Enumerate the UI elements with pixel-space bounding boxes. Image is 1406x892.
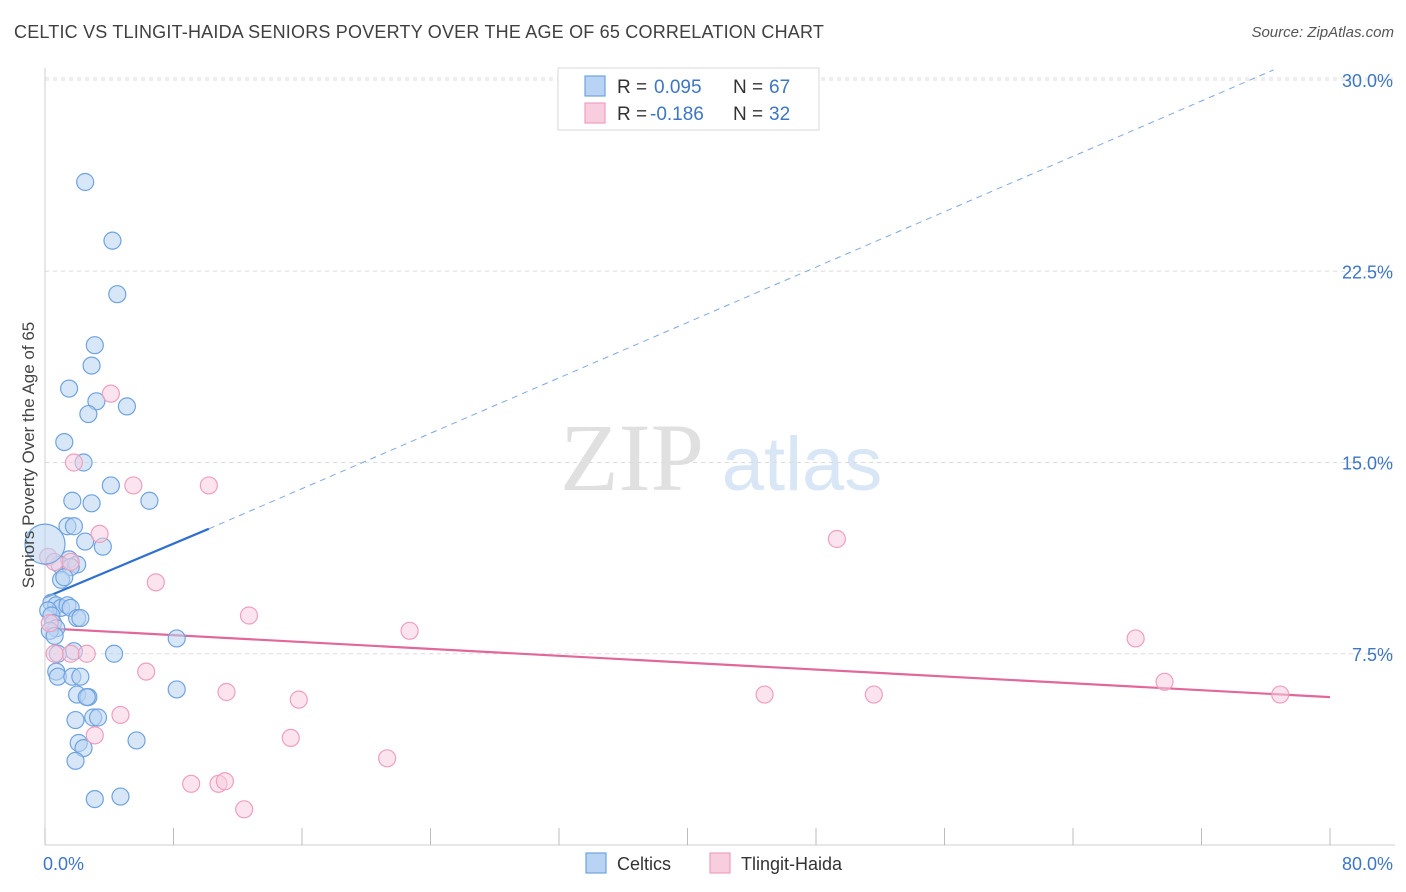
celtics-point-56 <box>66 751 85 770</box>
celtics-point-38 <box>167 629 186 648</box>
y-tick-label-2: 22.5% <box>1342 262 1393 282</box>
axes <box>44 68 1395 846</box>
celtics-point-58 <box>111 787 130 806</box>
legend-r-label-0: R = <box>617 77 647 98</box>
series-legend-swatch-celtics <box>585 852 607 874</box>
celtics-point-large <box>24 523 66 565</box>
celtics-point-1 <box>103 231 122 250</box>
data-points <box>24 172 1290 819</box>
chart-source: Source: ZipAtlas.com <box>1251 24 1394 41</box>
grid-lines <box>45 77 1395 655</box>
legend-r-label-1: R = <box>617 104 647 125</box>
tlingit-haida-point-8 <box>146 573 165 592</box>
tlingit-haida-point-1 <box>64 453 84 472</box>
tlingit-haida-point-2 <box>124 476 143 495</box>
y-tick-label-3: 30.0% <box>1342 71 1393 91</box>
celtics-point-17 <box>76 532 95 551</box>
series-legend-celtics: Celtics <box>617 854 671 874</box>
celtics-point-45 <box>71 667 90 686</box>
tlingit-haida-point-14 <box>45 644 64 663</box>
tlingit-haida-point-31 <box>1271 685 1290 704</box>
tlingit-haida-point-12 <box>61 644 80 663</box>
celtics-point-24 <box>55 568 74 587</box>
tlingit-haida-point-15 <box>137 662 156 681</box>
celtics-point-48 <box>77 687 96 707</box>
tlingit-haida-point-26 <box>827 529 846 549</box>
tlingit-haida-point-29 <box>864 685 883 704</box>
legend-r-value-1: -0.186 <box>650 104 704 125</box>
tlingit-haida-point-21 <box>378 749 397 768</box>
legend-r-value-0: 0.095 <box>654 77 702 98</box>
celtics-point-40 <box>104 644 124 663</box>
tlingit-haida-point-16 <box>217 682 236 702</box>
legend-n-label-1: N = <box>733 104 763 125</box>
celtics-point-52 <box>88 708 108 727</box>
celtics-point-13 <box>82 494 101 513</box>
tlingit-haida-point-19 <box>85 726 104 745</box>
legend-n-value-1: 32 <box>769 104 790 125</box>
tick-labels: 7.5% 15.0% 22.5% 30.0% 0.0% 80.0% <box>43 71 1393 874</box>
tlingit-haida-point-13 <box>77 644 96 663</box>
legend-swatch-celtics <box>584 75 606 97</box>
tlingit-haida-point-30 <box>1155 672 1174 691</box>
trend-line-tlingit-haida <box>44 627 1331 699</box>
x-tick-label-0: 0.0% <box>43 854 84 874</box>
tlingit-haida-point-10 <box>40 614 59 633</box>
celtics-point-53 <box>127 731 146 750</box>
watermark-atlas: atlas <box>722 422 883 507</box>
chart-title: CELTIC VS TLINGIT-HAIDA SENIORS POVERTY … <box>14 22 825 42</box>
y-tick-label-0: 7.5% <box>1352 645 1393 665</box>
tlingit-haida-point-3 <box>199 476 218 495</box>
celtics-point-14 <box>140 491 159 510</box>
celtics-point-5 <box>59 379 79 398</box>
celtics-point-2 <box>108 285 127 304</box>
celtics-point-3 <box>85 336 104 355</box>
tlingit-haida-point-7 <box>61 552 80 572</box>
celtics-point-12 <box>63 491 82 510</box>
watermark-zip: ZIP <box>560 404 704 511</box>
trend-line-celtics <box>44 527 210 599</box>
celtics-point-8 <box>79 404 98 424</box>
tlingit-haida-point-28 <box>755 685 774 704</box>
legend: R = 0.095 N = 67 R = -0.186 N = 32 <box>557 67 820 131</box>
celtics-point-49 <box>167 680 186 699</box>
legend-n-value-0: 67 <box>769 77 790 98</box>
tlingit-haida-point-0 <box>101 384 120 403</box>
celtics-point-33 <box>71 608 90 628</box>
tlingit-haida-point-4 <box>90 524 109 544</box>
tlingit-haida-point-25 <box>235 800 254 819</box>
tlingit-haida-point-17 <box>289 690 308 709</box>
celtics-point-7 <box>117 397 137 416</box>
tlingit-haida-point-9 <box>239 606 259 625</box>
celtics-point-50 <box>66 710 85 730</box>
series-legend: Celtics Tlingit-Haida <box>585 852 843 874</box>
tlingit-haida-point-24 <box>215 772 234 791</box>
celtics-point-0 <box>76 172 95 192</box>
tlingit-haida-point-27 <box>1126 629 1145 648</box>
celtics-point-57 <box>85 789 104 809</box>
tlingit-haida-point-22 <box>182 774 201 793</box>
tlingit-haida-point-11 <box>400 621 419 640</box>
celtics-point-11 <box>101 476 120 495</box>
celtics-point-16 <box>64 517 84 536</box>
tlingit-haida-point-18 <box>111 705 130 725</box>
celtics-point-9 <box>55 433 74 452</box>
legend-n-label-0: N = <box>733 77 763 98</box>
x-tick-label-1: 80.0% <box>1342 854 1393 874</box>
y-tick-label-1: 15.0% <box>1342 454 1393 474</box>
legend-swatch-tlingit <box>584 102 606 124</box>
series-legend-tlingit: Tlingit-Haida <box>741 854 843 874</box>
tlingit-haida-point-20 <box>281 728 300 748</box>
celtics-point-4 <box>82 356 101 375</box>
series-legend-swatch-tlingit <box>709 852 731 874</box>
trend-lines <box>44 69 1331 699</box>
y-axis-label: Seniors Poverty Over the Age of 65 <box>19 322 38 588</box>
